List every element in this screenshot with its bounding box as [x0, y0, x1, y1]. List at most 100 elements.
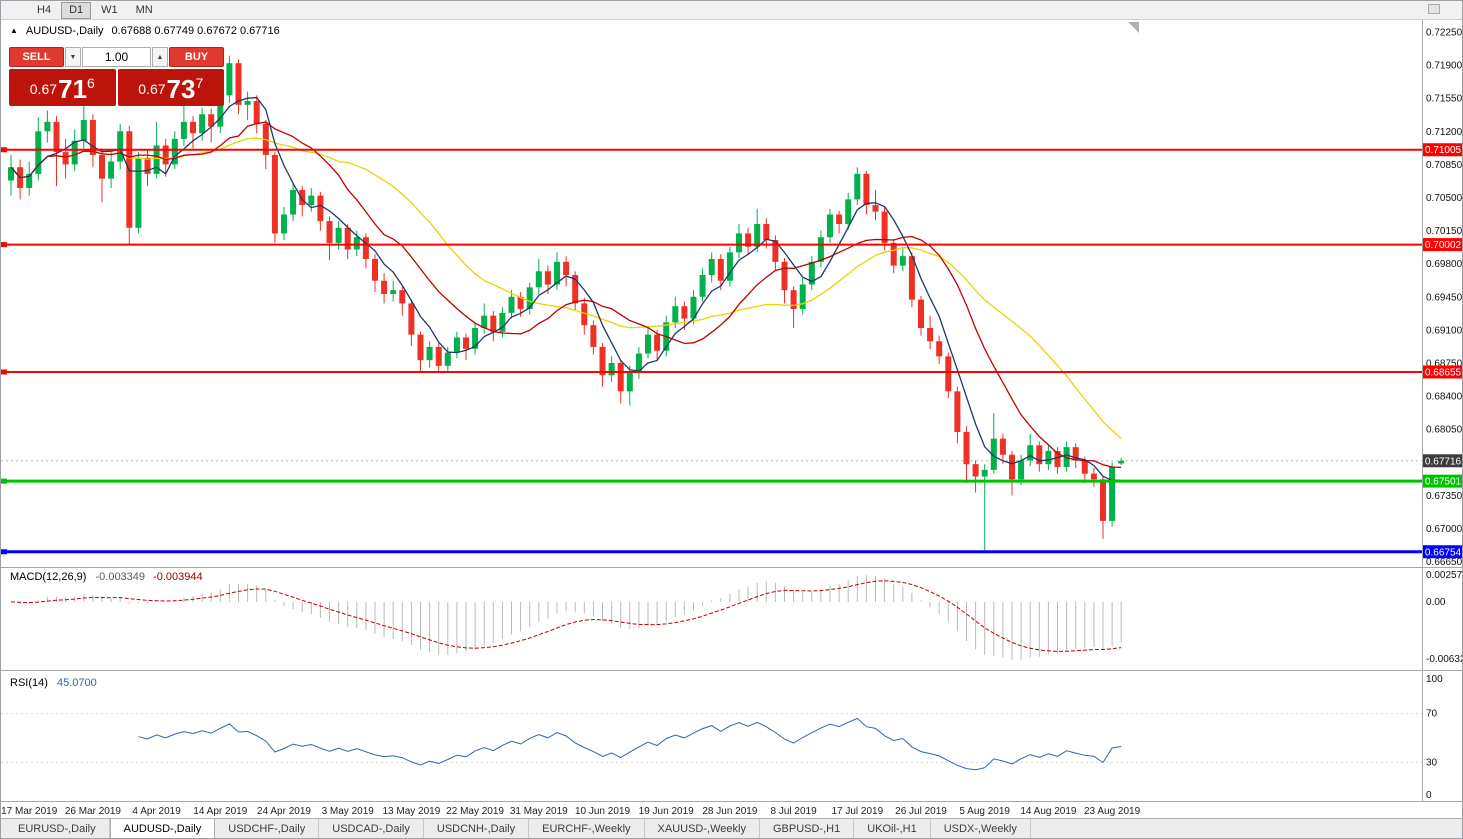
toolbar-window-button[interactable] [1428, 4, 1440, 14]
ma-line-5 [10, 96, 1122, 481]
candle-body [290, 189, 297, 215]
timeframe-button-mn[interactable]: MN [135, 3, 153, 16]
timeframe-button-w1[interactable]: W1 [101, 3, 118, 16]
candle-body [1054, 450, 1061, 468]
candle-body [362, 237, 369, 259]
sell-button[interactable]: SELL [9, 47, 64, 67]
symbol-tab-ukoilh1[interactable]: UKOil-,H1 [854, 819, 931, 838]
candle-body [599, 346, 606, 376]
candle-body [981, 469, 988, 477]
candle-body [117, 131, 124, 162]
candle-body [253, 101, 260, 124]
volume-increase-button[interactable]: ▲ [152, 47, 168, 67]
date-label: 14 Aug 2019 [1020, 806, 1077, 817]
chart-symbol-label: AUDUSD-,Daily [25, 25, 104, 37]
bid-prefix: 0.67 [29, 80, 58, 97]
date-label: 17 Mar 2019 [1, 806, 58, 817]
candle-body [226, 63, 233, 96]
ma-line-13 [10, 121, 1122, 469]
candle-body [326, 221, 333, 243]
price-axis-label: 0.71550 [1426, 94, 1463, 105]
line-anchor-handle[interactable] [1, 478, 7, 484]
line-anchor-handle[interactable] [1, 369, 7, 375]
candle-body [890, 242, 897, 266]
symbol-tab-eurchfweekly[interactable]: EURCHF-,Weekly [529, 819, 645, 838]
candle-body [190, 121, 196, 134]
candle-body [945, 356, 952, 392]
symbol-tab-usdxweekly[interactable]: USDX-,Weekly [931, 819, 1031, 838]
candle-body [1036, 445, 1043, 465]
volume-input[interactable] [82, 47, 151, 67]
ask-pip-digit: 7 [195, 75, 204, 91]
macd-axis: 0.002574 0.00 -0.006326 [1426, 570, 1463, 665]
svg-text:0.00: 0.00 [1426, 597, 1446, 608]
price-tag: 0.67716 [1422, 454, 1462, 468]
date-label: 17 Jul 2019 [831, 806, 883, 817]
candle-body [535, 271, 542, 288]
date-label: 31 May 2019 [510, 806, 568, 817]
candle-body [217, 95, 224, 127]
price-tag: 0.66754 [1422, 545, 1462, 559]
svg-text:-0.006326: -0.006326 [1426, 654, 1463, 665]
timeframe-button-h4[interactable]: H4 [37, 3, 52, 16]
candle-body [708, 258, 715, 276]
date-label: 5 Aug 2019 [959, 806, 1010, 817]
date-label: 14 Apr 2019 [193, 806, 247, 817]
candle-body [881, 211, 888, 243]
candle-body [936, 341, 943, 357]
price-axis-label: 0.68400 [1426, 392, 1463, 403]
line-anchor-handle[interactable] [1, 147, 7, 153]
candle-body [645, 334, 651, 354]
candle-body [453, 337, 460, 353]
candle-body [44, 121, 51, 132]
candle-body [808, 261, 815, 285]
candle-body [590, 325, 597, 347]
macd-histogram [19, 575, 1122, 660]
candle-body [99, 154, 105, 179]
timeframe-button-d1[interactable]: D1 [61, 1, 92, 19]
symbol-tab-audusddaily[interactable]: AUDUSD-,Daily [109, 819, 216, 838]
candle-body [153, 145, 160, 174]
candle-body [1090, 473, 1097, 480]
symbol-tab-xauusdweekly[interactable]: XAUUSD-,Weekly [645, 819, 760, 838]
candle-body [199, 114, 206, 134]
bid-pip-digit: 6 [86, 75, 95, 91]
symbol-tab-gbpusdh1[interactable]: GBPUSD-,H1 [760, 819, 855, 838]
symbol-tab-usdchfdaily[interactable]: USDCHF-,Daily [215, 819, 320, 838]
buy-button[interactable]: BUY [169, 47, 224, 67]
candle-body [1081, 460, 1088, 474]
line-anchor-handle[interactable] [1, 242, 7, 248]
candle-body [89, 119, 96, 155]
candle-body [772, 240, 779, 262]
volume-decrease-button[interactable]: ▼ [65, 47, 81, 67]
chart-shift-marker[interactable] [1128, 22, 1139, 33]
candle-body [408, 303, 415, 335]
candle-body [817, 237, 824, 262]
candle-body [508, 296, 515, 313]
candle-body [999, 438, 1006, 455]
candle-body [690, 296, 697, 319]
candle-body [80, 119, 87, 141]
line-anchor-handle[interactable] [1, 549, 7, 555]
symbol-tab-eurusddaily[interactable]: EURUSD-,Daily [5, 819, 110, 838]
price-axis-label: 0.68750 [1426, 359, 1463, 370]
candle-body [108, 161, 115, 179]
candle-body [1072, 447, 1079, 461]
candle-body [444, 352, 451, 366]
candle-body [135, 157, 142, 228]
price-axis-label: 0.70150 [1426, 226, 1463, 237]
date-label: 24 Apr 2019 [257, 806, 311, 817]
candle-body [299, 189, 306, 206]
bid-price-display[interactable]: 0.67 71 6 [9, 69, 116, 106]
macd-signal-value: -0.003944 [153, 571, 203, 583]
symbol-tab-usdcnhdaily[interactable]: USDCNH-,Daily [424, 819, 530, 838]
candle-body [426, 346, 433, 361]
symbol-tab-usdcaddaily[interactable]: USDCAD-,Daily [319, 819, 424, 838]
candle-body [1018, 460, 1025, 480]
candle-body [381, 280, 388, 294]
candle-body [390, 290, 397, 294]
candle-body [736, 233, 742, 253]
ask-price-display[interactable]: 0.67 73 7 [117, 69, 224, 106]
candle-body [918, 299, 924, 329]
